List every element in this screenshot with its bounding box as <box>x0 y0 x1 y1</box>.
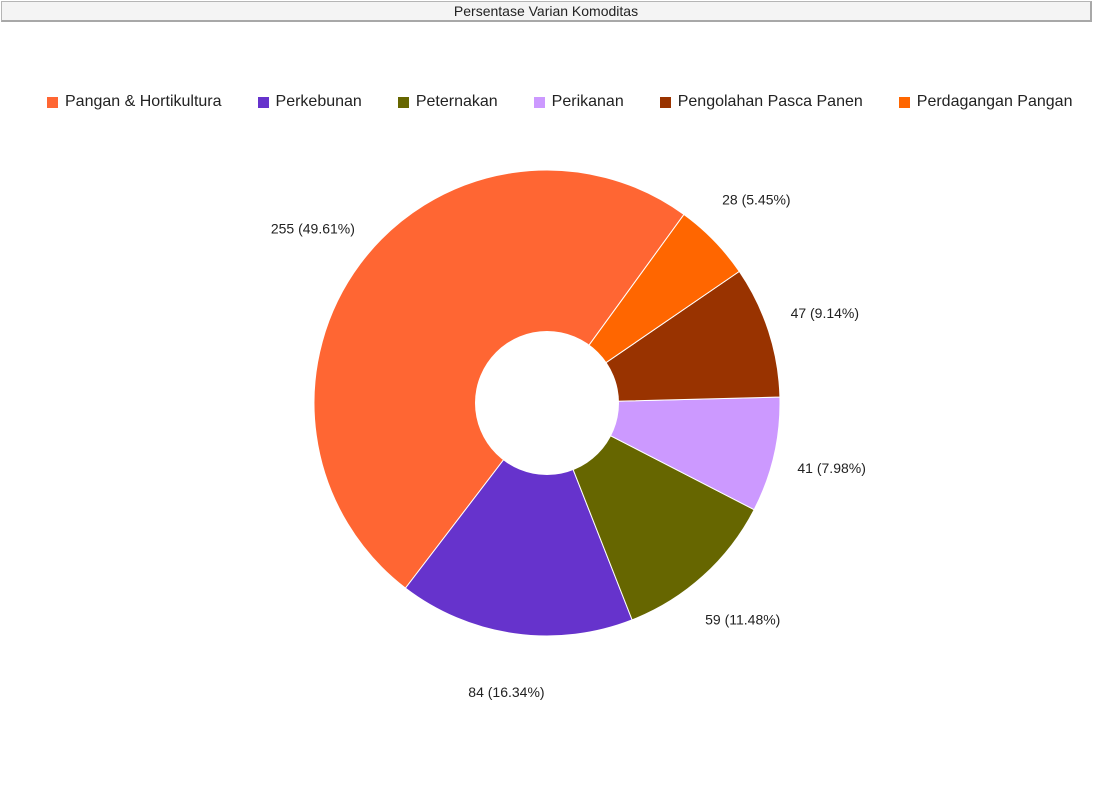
legend-swatch <box>898 96 910 108</box>
legend-item-perdagangan-pangan[interactable]: Perdagangan Pangan <box>898 93 1073 111</box>
legend-item-pengolahan-pasca-panen[interactable]: Pengolahan Pasca Panen <box>659 93 863 111</box>
legend-swatch <box>659 96 671 108</box>
data-label-perkebunan: 84 (16.34%) <box>468 684 544 700</box>
legend-swatch <box>397 96 409 108</box>
legend-label: Perkebunan <box>275 93 362 110</box>
slice-perkebunan[interactable] <box>404 401 633 637</box>
legend-item-peternakan[interactable]: Peternakan <box>397 93 498 111</box>
data-label-perikanan: 41 (7.98%) <box>797 460 865 476</box>
data-label-perdagangan-pangan: 28 (5.45%) <box>722 191 790 207</box>
donut-hole <box>475 331 619 475</box>
legend-swatch <box>47 96 58 108</box>
legend-label: Pengolahan Pasca Panen <box>677 93 863 110</box>
legend-item-pangan-and-hortikultura[interactable]: Pangan & Hortikultura <box>47 93 222 111</box>
data-label-peternakan: 59 (11.48%) <box>705 612 780 628</box>
legend-label: Peternakan <box>415 93 498 110</box>
chart-title-bar: Persentase Varian Komoditas <box>1 1 1092 22</box>
slice-peternakan[interactable] <box>546 401 755 621</box>
legend-label: Pangan & Hortikultura <box>65 93 222 110</box>
legend-label: Perdagangan Pangan <box>916 93 1073 110</box>
chart-legend: Pangan & Hortikultura Perkebunan Peternaka… <box>47 92 1072 112</box>
data-label-pangan-and-hortikultura: 255 (49.61%) <box>271 220 355 236</box>
data-label-pengolahan-pasca-panen: 47 (9.14%) <box>791 305 859 321</box>
legend-item-perkebunan[interactable]: Perkebunan <box>257 93 362 111</box>
legend-label: Perikanan <box>551 93 624 110</box>
chart-title: Persentase Varian Komoditas <box>453 3 639 19</box>
legend-swatch <box>257 96 269 108</box>
legend-swatch <box>533 96 545 108</box>
legend-item-perikanan[interactable]: Perikanan <box>533 93 624 111</box>
